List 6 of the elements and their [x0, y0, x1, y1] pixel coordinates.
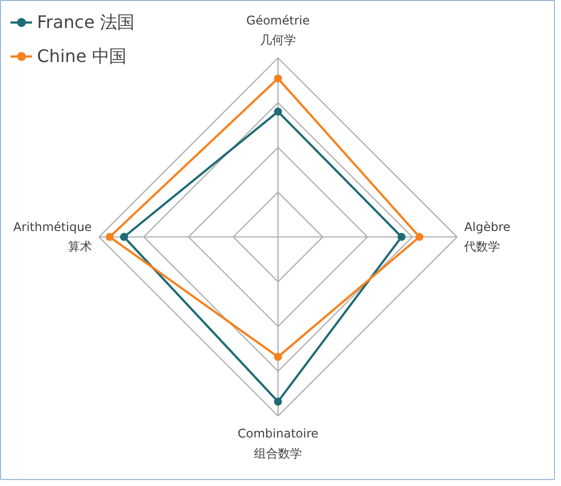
spoke-label: Arithmétique 算术	[13, 220, 92, 254]
legend-label: France 法国	[37, 12, 134, 34]
legend-label: Chine 中国	[37, 46, 126, 68]
spoke-label: Géométrie 几何学	[246, 14, 310, 48]
spoke-label: Combinatoire 组合数学	[238, 426, 318, 460]
spoke-label: Algèbre 代数学	[463, 220, 510, 254]
